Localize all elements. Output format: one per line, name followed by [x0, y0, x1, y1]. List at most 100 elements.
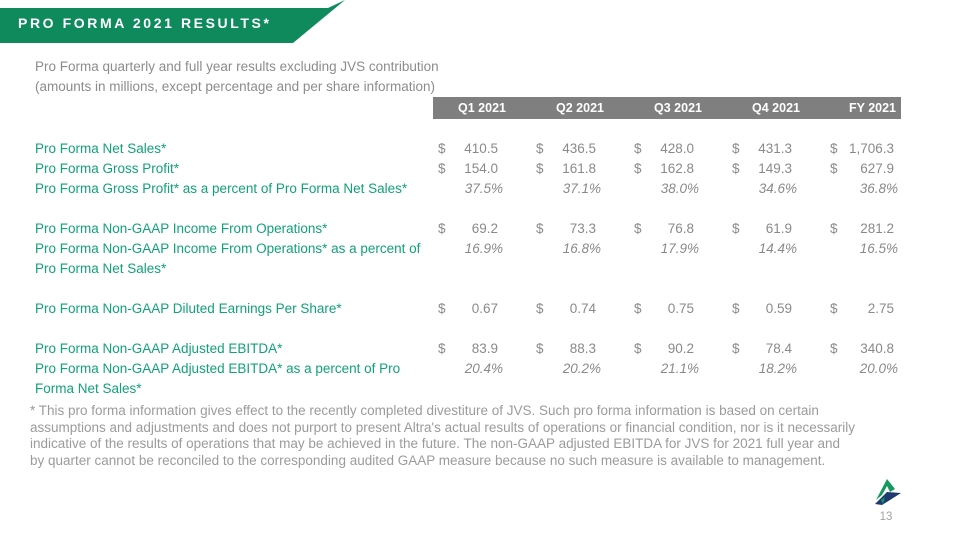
value-cell: $410.5 — [433, 139, 531, 159]
percent-value: 21.1% — [660, 361, 699, 376]
value-cell: 36.8% — [825, 179, 901, 199]
currency-symbol: $ — [634, 161, 642, 176]
column-header-q4-2021: Q4 2021 — [727, 97, 825, 119]
currency-symbol: $ — [634, 221, 642, 236]
dollar-value: 90.2 — [667, 341, 694, 356]
table-row: Pro Forma Non-GAAP Adjusted EBITDA* as a… — [35, 359, 901, 399]
value-cell: $0.67 — [433, 299, 531, 319]
altra-logo-icon — [875, 479, 901, 505]
currency-symbol: $ — [438, 141, 446, 156]
value-cell: $0.59 — [727, 299, 825, 319]
currency-symbol: $ — [634, 141, 642, 156]
value-cell: $1,706.3 — [825, 139, 901, 159]
value-cell: 18.2% — [727, 359, 825, 379]
percent-value: 20.2% — [562, 361, 601, 376]
currency-symbol: $ — [536, 161, 544, 176]
footnote-line: assumptions and adjustments and does not… — [30, 419, 856, 435]
percent-value: 38.0% — [660, 181, 699, 196]
value-cell: $2.75 — [825, 299, 901, 319]
row-label: Pro Forma Non-GAAP Diluted Earnings Per … — [35, 301, 342, 316]
footnote-line: indicative of the results of operations … — [30, 436, 840, 451]
value-cell: $431.3 — [727, 139, 825, 159]
currency-symbol: $ — [830, 221, 838, 236]
value-cell: 16.5% — [825, 239, 901, 259]
table-row: Pro Forma Gross Profit* $154.0 $161.8 $162.… — [35, 159, 901, 179]
footnote: * This pro forma information gives effec… — [30, 403, 945, 469]
table-header-row: Q1 2021 Q2 2021 Q3 2021 Q4 2021 FY 2021 — [35, 97, 901, 119]
percent-value: 17.9% — [660, 241, 699, 256]
dollar-value: 281.2 — [860, 221, 894, 236]
dollar-value: 627.9 — [860, 161, 894, 176]
dollar-value: 436.5 — [562, 141, 596, 156]
footnote-line: * This pro forma information gives effec… — [30, 403, 819, 418]
header-label-spacer — [35, 97, 433, 119]
dollar-value: 154.0 — [464, 161, 498, 176]
currency-symbol: $ — [830, 141, 838, 156]
currency-symbol: $ — [536, 301, 544, 316]
table-row: Pro Forma Non-GAAP Adjusted EBITDA* $83.9… — [35, 339, 901, 359]
currency-symbol: $ — [732, 221, 740, 236]
value-cell: 16.8% — [531, 239, 629, 259]
value-cell: 37.1% — [531, 179, 629, 199]
value-cell: $61.9 — [727, 219, 825, 239]
value-cell: $83.9 — [433, 339, 531, 359]
value-cell: 14.4% — [727, 239, 825, 259]
value-cell: $88.3 — [531, 339, 629, 359]
value-cell: $0.74 — [531, 299, 629, 319]
table-row: Pro Forma Non-GAAP Diluted Earnings Per … — [35, 299, 901, 319]
title-banner: PRO FORMA 2021 RESULTS* — [0, 0, 350, 43]
value-cell: $161.8 — [531, 159, 629, 179]
row-label: Pro Forma Gross Profit* — [35, 161, 180, 176]
value-cell: 16.9% — [433, 239, 531, 259]
value-cell: 37.5% — [433, 179, 531, 199]
row-label: Pro Forma Non-GAAP Income From Operation… — [35, 221, 328, 236]
percent-value: 37.1% — [562, 181, 601, 196]
dollar-value: 76.8 — [667, 221, 694, 236]
dollar-value: 0.59 — [765, 301, 792, 316]
dollar-value: 73.3 — [569, 221, 596, 236]
dollar-value: 88.3 — [569, 341, 596, 356]
table-body: Pro Forma Net Sales* $410.5 $436.5 $428.0 $4… — [35, 119, 901, 399]
page-title: PRO FORMA 2021 RESULTS* — [18, 15, 272, 31]
currency-symbol: $ — [732, 301, 740, 316]
dollar-value: 431.3 — [758, 141, 792, 156]
value-cell: 34.6% — [727, 179, 825, 199]
currency-symbol: $ — [438, 301, 446, 316]
value-cell: 20.2% — [531, 359, 629, 379]
dollar-value: 161.8 — [562, 161, 596, 176]
currency-symbol: $ — [732, 141, 740, 156]
value-cell: 20.0% — [825, 359, 901, 379]
percent-value: 16.5% — [859, 241, 898, 256]
percent-value: 20.4% — [464, 361, 503, 376]
percent-value: 14.4% — [758, 241, 797, 256]
currency-symbol: $ — [830, 301, 838, 316]
row-label: Pro Forma Net Sales* — [35, 141, 167, 156]
caption-line-1: Pro Forma quarterly and full year result… — [35, 59, 439, 74]
page-number: 13 — [879, 511, 893, 523]
percent-value: 34.6% — [758, 181, 797, 196]
dollar-value: 83.9 — [471, 341, 498, 356]
banner-ribbon-shape — [0, 0, 345, 43]
currency-symbol: $ — [438, 341, 446, 356]
value-cell: $90.2 — [629, 339, 727, 359]
dollar-value: 1,706.3 — [848, 141, 894, 156]
row-label: Pro Forma Gross Profit* as a percent of … — [35, 181, 408, 196]
dollar-value: 149.3 — [758, 161, 792, 176]
table-caption: Pro Forma quarterly and full year result… — [35, 57, 439, 97]
caption-line-2: (amounts in millions, except percentage … — [35, 79, 435, 94]
percent-value: 37.5% — [464, 181, 503, 196]
dollar-value: 69.2 — [471, 221, 498, 236]
dollar-value: 0.75 — [667, 301, 694, 316]
currency-symbol: $ — [634, 341, 642, 356]
value-cell: $154.0 — [433, 159, 531, 179]
table-row: Pro Forma Non-GAAP Income From Operation… — [35, 219, 901, 239]
value-cell: $340.8 — [825, 339, 901, 359]
percent-value: 18.2% — [758, 361, 797, 376]
percent-value: 36.8% — [859, 181, 898, 196]
dollar-value: 0.67 — [471, 301, 498, 316]
value-cell: $627.9 — [825, 159, 901, 179]
value-cell: $69.2 — [433, 219, 531, 239]
value-cell: $149.3 — [727, 159, 825, 179]
percent-value: 16.9% — [464, 241, 503, 256]
pro-forma-results-table: Q1 2021 Q2 2021 Q3 2021 Q4 2021 FY 2021 Pro … — [35, 97, 901, 399]
